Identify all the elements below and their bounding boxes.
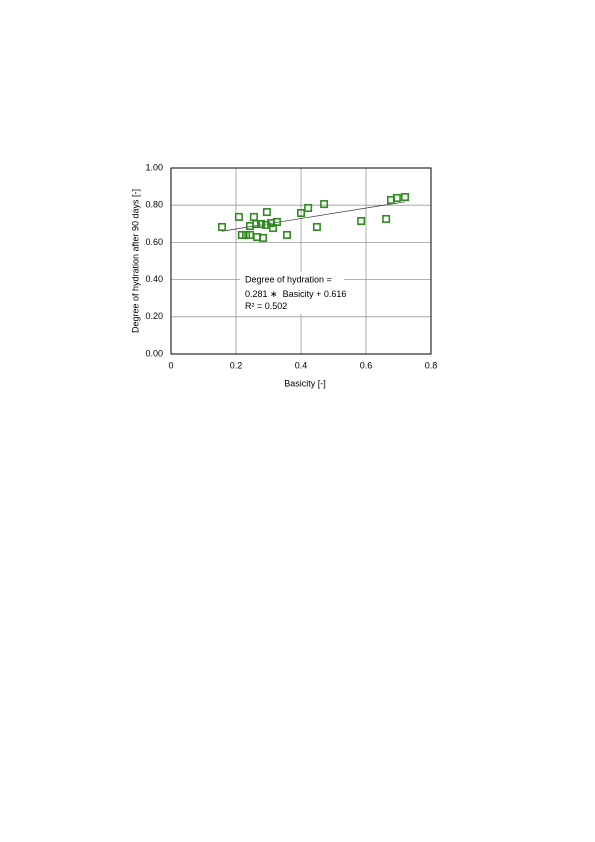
point (272, 217, 281, 226)
point (257, 219, 266, 228)
point (296, 209, 305, 218)
point (320, 200, 329, 209)
annotation-text: ∗ Basicity + (268, 289, 324, 299)
y-tick-label: 0.40 (145, 274, 163, 284)
point (237, 230, 246, 239)
y-tick-label: 0.80 (145, 200, 163, 210)
point (357, 217, 366, 226)
point (262, 208, 271, 217)
x-axis-label: Basicity [-] (284, 378, 326, 388)
point (258, 233, 267, 242)
x-tick-label: 0 (168, 360, 173, 370)
annotation-box (240, 272, 344, 314)
y-axis-label: Degree of hydration after 90 days [-] (130, 189, 140, 333)
y-tick-label: 0.00 (145, 348, 163, 358)
x-tick-label: 0.6 (360, 360, 373, 370)
point (252, 219, 261, 228)
slope: 0.281 (245, 289, 268, 299)
point (234, 212, 243, 221)
point (400, 193, 409, 202)
annotation: Degree of hydration = (245, 274, 332, 284)
y-tick-label: 1.00 (145, 162, 163, 172)
point (312, 222, 321, 231)
point (283, 230, 292, 239)
annotation: 0.281 ∗ Basicity + 0.616 (245, 289, 346, 299)
x-tick-label: 0.2 (230, 360, 243, 370)
y-tick-label: 0.20 (145, 311, 163, 321)
r-squared: 0.502 (265, 301, 288, 311)
x-tick-label: 0.4 (295, 360, 308, 370)
annotation-text: R² = (245, 301, 265, 311)
x-tick-label: 0.8 (425, 360, 438, 370)
point (382, 214, 391, 223)
y-tick-label: 0.60 (145, 237, 163, 247)
point (392, 193, 401, 202)
annotation: R² = 0.502 (245, 301, 287, 311)
point (304, 203, 313, 212)
point (218, 222, 227, 231)
plot-border (170, 167, 432, 355)
intercept: 0.616 (324, 289, 347, 299)
